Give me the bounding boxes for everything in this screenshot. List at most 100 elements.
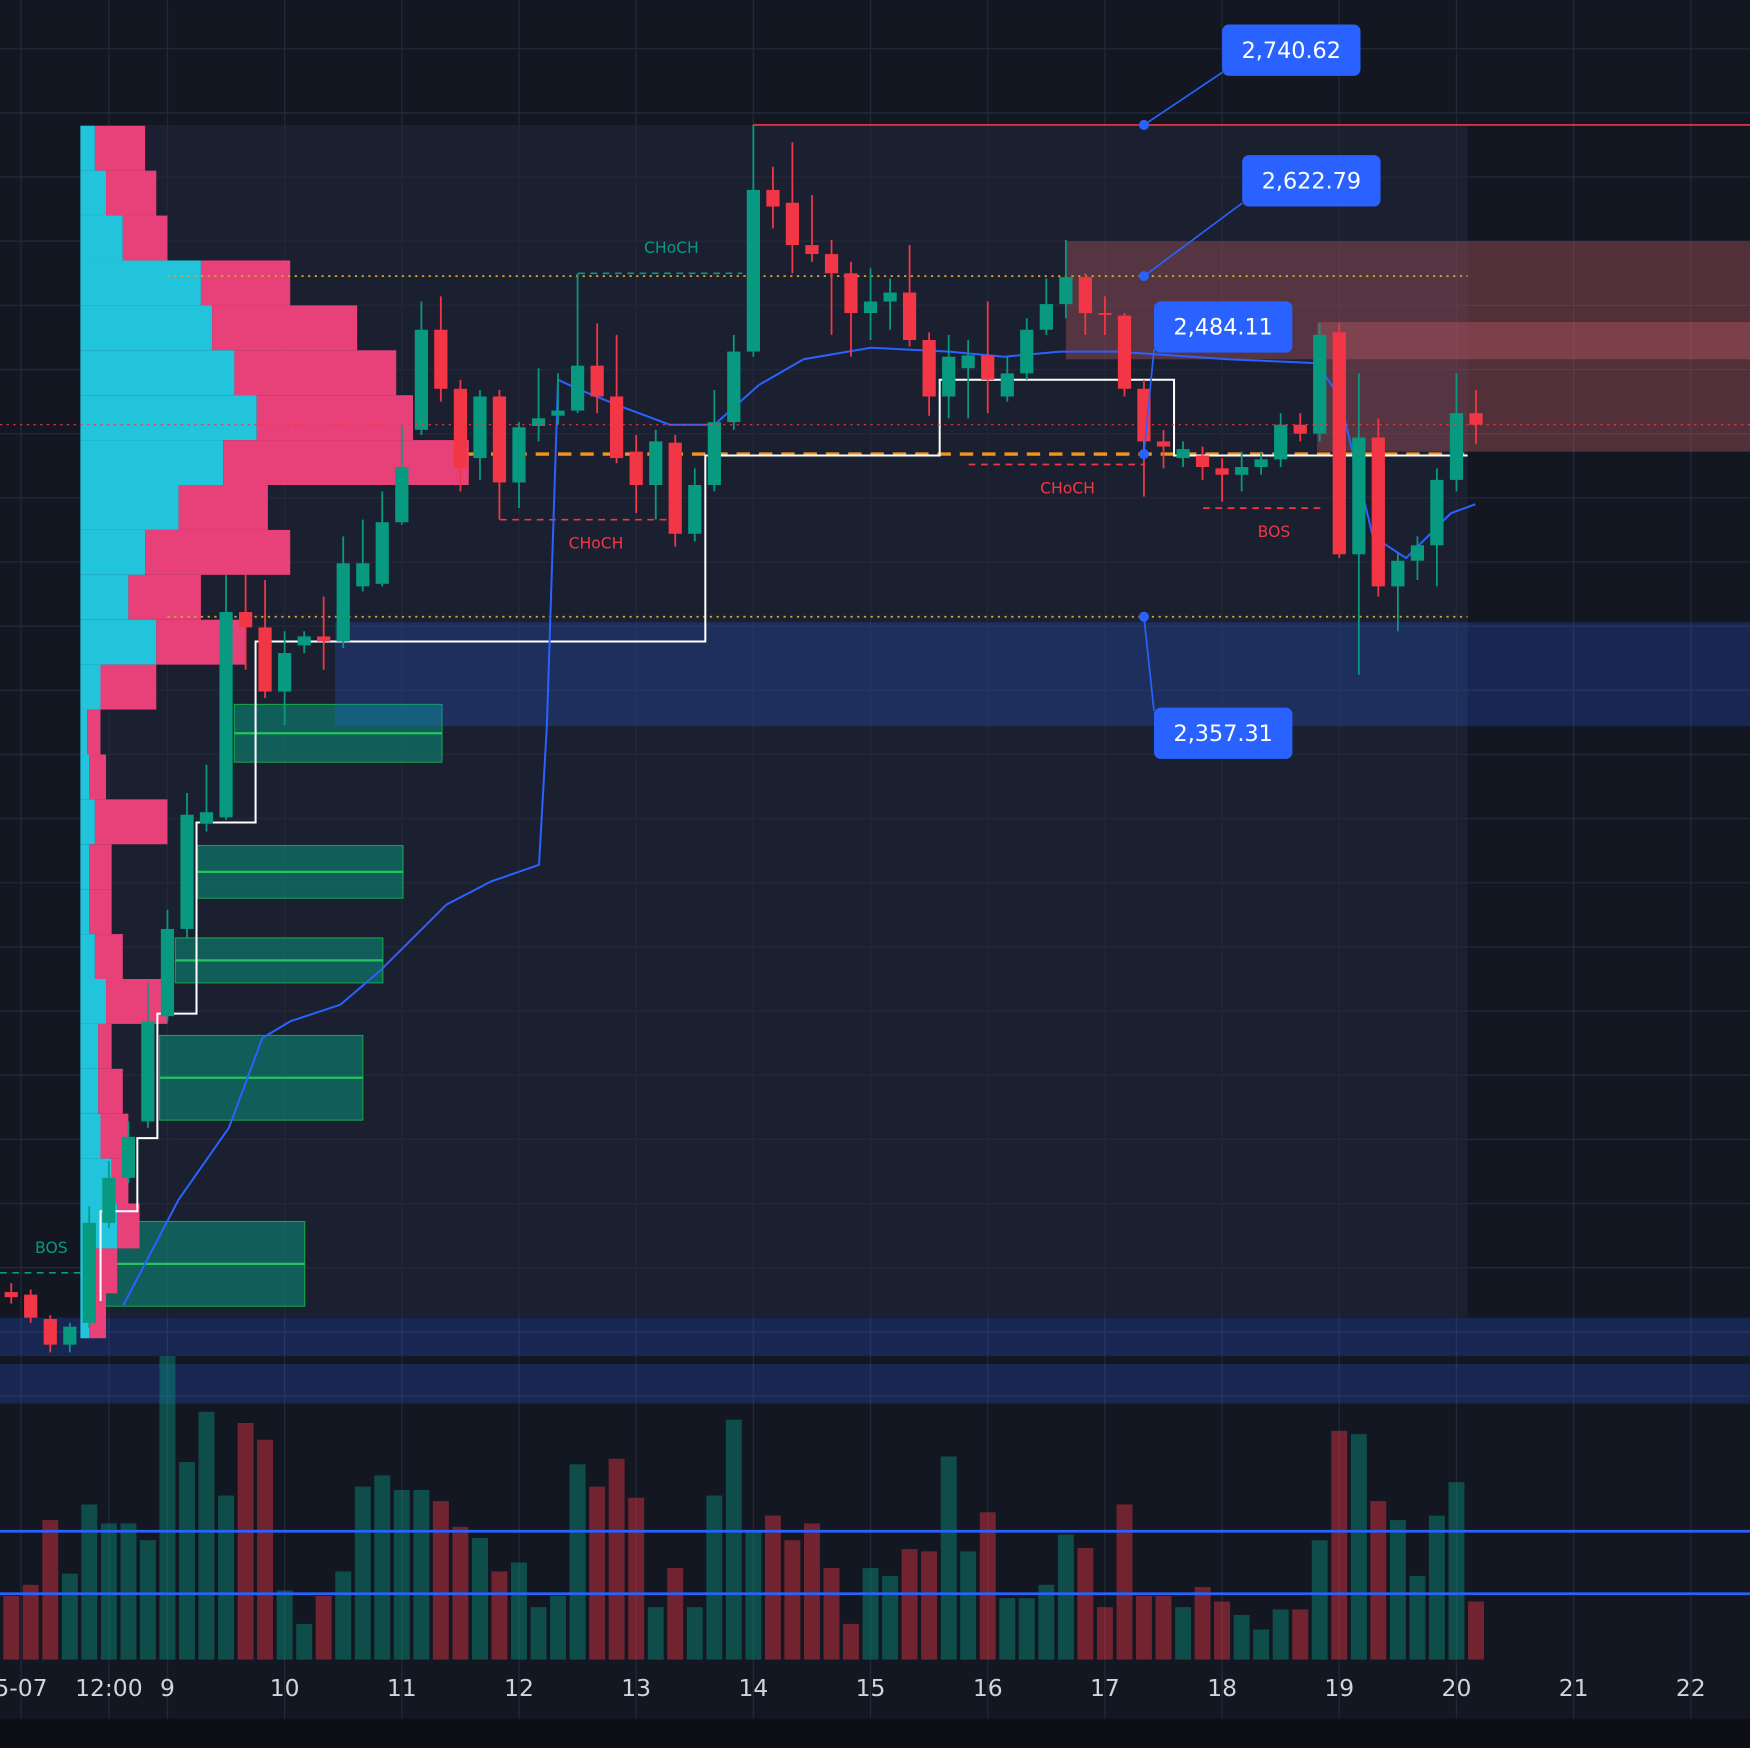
candle-body	[785, 202, 800, 246]
volume-bar	[1428, 1515, 1445, 1660]
profile-up	[80, 170, 107, 216]
volume-bar	[1350, 1434, 1367, 1660]
profile-down	[89, 889, 112, 935]
candle-body	[1195, 455, 1210, 468]
profile-down	[94, 1248, 118, 1294]
profile-down	[256, 395, 413, 441]
volume-bar	[42, 1520, 59, 1660]
candle-body	[746, 189, 760, 352]
level-marker	[1138, 449, 1149, 460]
profile-up	[80, 529, 146, 575]
candle-body	[1156, 441, 1171, 447]
volume-bar	[823, 1568, 840, 1660]
candle-body	[766, 189, 780, 207]
volume-bar	[764, 1515, 781, 1660]
structure-label: CHoCH	[1040, 480, 1095, 498]
profile-up	[80, 664, 101, 710]
callout-line	[1143, 202, 1243, 277]
profile-up	[80, 889, 90, 935]
volume-bar	[725, 1419, 742, 1660]
x-tick-label: 5-07	[0, 1674, 48, 1702]
profile-up	[80, 1068, 99, 1114]
level-marker	[1138, 271, 1149, 282]
profile-up	[80, 305, 213, 351]
candle-body	[317, 636, 331, 642]
volume-bar	[218, 1495, 235, 1660]
volume-bar	[1057, 1534, 1074, 1660]
level-label-box	[1154, 707, 1293, 759]
level-label-box	[1154, 301, 1293, 353]
profile-down	[145, 529, 291, 575]
profile-up	[80, 485, 179, 530]
candle-body	[1137, 388, 1151, 442]
x-tick-label: 21	[1559, 1674, 1589, 1702]
candle-body	[922, 340, 936, 397]
profile-up	[80, 1113, 101, 1159]
candle-body	[1469, 413, 1483, 425]
volume-bar	[1448, 1482, 1465, 1660]
candle-body	[63, 1326, 77, 1345]
candle-body	[453, 388, 468, 469]
volume-bar	[276, 1590, 293, 1660]
candle-body	[531, 418, 546, 426]
candle-body	[1176, 449, 1190, 459]
level-label: 2,622.79	[1262, 168, 1361, 194]
candle-body	[1039, 304, 1053, 330]
candle-body	[1117, 315, 1132, 389]
profile-down	[122, 215, 168, 261]
volume-bar	[960, 1551, 977, 1660]
candle-body	[609, 396, 624, 459]
volume-bar	[257, 1439, 274, 1660]
candle-body	[180, 814, 194, 929]
volume-bar	[1292, 1609, 1309, 1660]
profile-down	[94, 125, 146, 171]
candle-body	[1430, 479, 1444, 546]
bottom-bar	[0, 1718, 1750, 1748]
candle-body	[199, 812, 214, 824]
candle-body	[512, 427, 526, 483]
x-tick-label: 19	[1324, 1674, 1354, 1702]
candle-body	[1235, 467, 1249, 475]
x-tick-label: 9	[160, 1674, 175, 1702]
callout-line	[1143, 71, 1223, 126]
x-tick-label: 16	[973, 1674, 1003, 1702]
profile-up	[80, 574, 129, 620]
candle-body	[1391, 560, 1405, 587]
level-label: 2,484.11	[1174, 315, 1273, 341]
support-zone	[0, 1363, 1750, 1404]
x-tick-label: 11	[387, 1674, 417, 1702]
volume-bar	[647, 1607, 664, 1660]
candle-body	[805, 245, 819, 255]
candle-body	[82, 1222, 96, 1323]
volume-bar	[589, 1486, 606, 1660]
profile-down	[106, 170, 157, 216]
volume-bar	[784, 1540, 801, 1660]
volume-bar	[628, 1497, 645, 1660]
resistance-zone	[1317, 322, 1750, 452]
profile-down	[178, 485, 268, 530]
volume-bar	[1018, 1598, 1035, 1660]
x-tick-label: 13	[621, 1674, 651, 1702]
x-tick-label: 14	[738, 1674, 768, 1702]
candle-body	[375, 522, 389, 584]
callout-line	[1143, 349, 1155, 455]
x-tick-label: 15	[856, 1674, 886, 1702]
volume-bar	[1194, 1587, 1211, 1660]
volume-bar	[511, 1562, 527, 1660]
candle-body	[981, 355, 995, 380]
candle-body	[844, 273, 858, 314]
volume-bar	[296, 1623, 313, 1660]
volume-bar	[1370, 1501, 1387, 1660]
candle-body	[1000, 373, 1014, 397]
candle-body	[278, 653, 292, 692]
candle-body	[43, 1319, 57, 1345]
candle-body	[258, 627, 272, 692]
profile-up	[80, 799, 95, 845]
candle-body	[1352, 437, 1366, 555]
candle-body	[24, 1294, 38, 1318]
candle-body	[863, 301, 878, 314]
volume-bar	[1155, 1595, 1172, 1660]
x-tick-label: 17	[1090, 1674, 1120, 1702]
volume-bar	[862, 1568, 879, 1660]
candle-body	[668, 442, 682, 534]
